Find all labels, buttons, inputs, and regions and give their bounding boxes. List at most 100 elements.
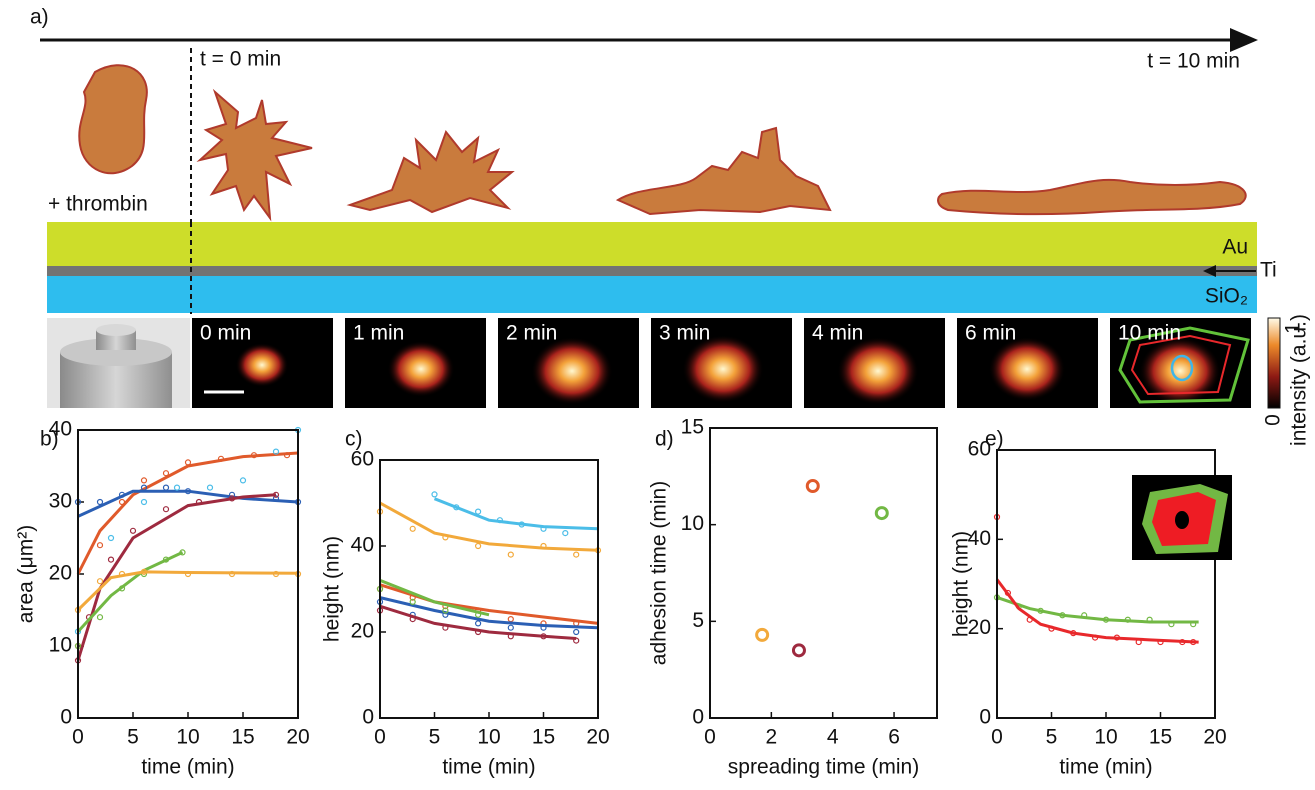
- layer-label: Ti: [1260, 259, 1277, 282]
- y-tick-label: 0: [979, 706, 991, 729]
- data-point: [184, 459, 192, 466]
- y-tick-label: 40: [49, 418, 72, 441]
- data-point: [1102, 616, 1110, 623]
- frame-label: 1 min: [353, 322, 404, 345]
- x-tick-label: 10: [1094, 726, 1117, 749]
- data-point: [140, 484, 148, 491]
- panel-label: a): [30, 6, 49, 29]
- data-point: [507, 551, 514, 558]
- data-point: [1146, 616, 1153, 623]
- colorbar: [1267, 317, 1281, 409]
- data-point: [118, 585, 126, 592]
- x-tick-label: 5: [429, 726, 441, 749]
- x-tick-label: 6: [888, 726, 900, 749]
- frame-label: 3 min: [659, 322, 710, 345]
- x-tick-label: 15: [532, 726, 555, 749]
- data-point: [107, 556, 115, 563]
- data-point: [1113, 634, 1121, 641]
- data-point: [1070, 630, 1077, 637]
- outline: [1170, 354, 1194, 382]
- data-point: [791, 643, 806, 658]
- data-point: [1004, 589, 1012, 597]
- data-point: [250, 452, 258, 459]
- data-point: [272, 570, 280, 578]
- x-axis-label: spreading time (min): [728, 756, 919, 779]
- x-tick-label: 15: [231, 726, 254, 749]
- fit-line: [76, 551, 184, 633]
- y-tick-label: 5: [692, 609, 704, 632]
- cell-signal: [837, 337, 919, 405]
- frame-label: 10 min: [1118, 322, 1181, 345]
- colorbar-tick: 1: [1282, 322, 1305, 334]
- y-axis-label: adhesion time (min): [648, 481, 671, 665]
- data-point: [475, 611, 482, 618]
- data-point: [409, 598, 416, 606]
- x-tick-label: 15: [1149, 726, 1172, 749]
- y-axis-label: height (nm): [950, 531, 973, 637]
- data-point: [1048, 625, 1055, 632]
- y-tick-label: 20: [351, 620, 374, 643]
- y-tick-label: 10: [681, 512, 704, 535]
- y-tick-label: 0: [692, 706, 704, 729]
- data-point: [184, 570, 192, 578]
- cell: [196, 88, 313, 222]
- y-tick-label: 0: [60, 706, 72, 729]
- data-point: [442, 611, 449, 618]
- layer-label: SiO₂: [1205, 285, 1248, 308]
- cell: [346, 129, 515, 214]
- panel-label: d): [655, 428, 674, 451]
- outline: [1130, 334, 1232, 396]
- frame-label: 6 min: [965, 322, 1016, 345]
- data-point: [475, 620, 482, 627]
- data-point: [518, 521, 525, 528]
- data-point: [162, 484, 170, 491]
- fit-line: [379, 579, 490, 617]
- panel-label: c): [345, 428, 363, 451]
- arrow-head: [1203, 265, 1216, 277]
- y-axis-label: height (nm): [321, 536, 344, 642]
- data-point: [217, 455, 225, 462]
- y-tick-label: 20: [49, 562, 72, 585]
- cell: [78, 64, 148, 175]
- data-point: [573, 551, 580, 558]
- data-point: [140, 498, 148, 506]
- fit-line: [995, 578, 1199, 644]
- data-point: [96, 498, 104, 506]
- frame-label: 4 min: [812, 322, 863, 345]
- x-axis-label: time (min): [442, 756, 535, 779]
- y-tick-label: 40: [351, 534, 374, 557]
- x-tick-label: 5: [127, 726, 139, 749]
- frame-label: 2 min: [506, 322, 557, 345]
- fit-line: [76, 451, 299, 575]
- data-point: [96, 578, 104, 585]
- au-layer: [47, 222, 1257, 266]
- objective: [96, 324, 136, 336]
- data-point: [409, 525, 416, 532]
- data-point: [272, 448, 280, 455]
- t-end: t = 10 min: [1147, 50, 1240, 73]
- x-axis-label: time (min): [1059, 756, 1152, 779]
- panel-label: e): [985, 428, 1004, 451]
- axes-frame: [379, 459, 599, 719]
- data-point: [442, 607, 449, 614]
- x-tick-label: 0: [374, 726, 386, 749]
- y-axis-label: area (μm²): [15, 525, 38, 623]
- data-point: [1059, 612, 1066, 619]
- x-tick-label: 5: [1046, 726, 1058, 749]
- y-tick-label: 40: [968, 527, 991, 550]
- x-tick-label: 0: [72, 726, 84, 749]
- data-point: [118, 491, 126, 498]
- x-tick-label: 20: [586, 726, 609, 749]
- data-point: [540, 624, 547, 631]
- data-point: [1190, 621, 1197, 628]
- data-point: [1081, 612, 1088, 619]
- data-point: [162, 506, 170, 513]
- x-tick-label: 20: [286, 726, 309, 749]
- data-point: [118, 570, 126, 578]
- data-point: [179, 549, 186, 556]
- data-point: [140, 477, 148, 484]
- data-point: [409, 594, 416, 601]
- cell: [937, 178, 1247, 216]
- x-tick-label: 20: [1203, 726, 1226, 749]
